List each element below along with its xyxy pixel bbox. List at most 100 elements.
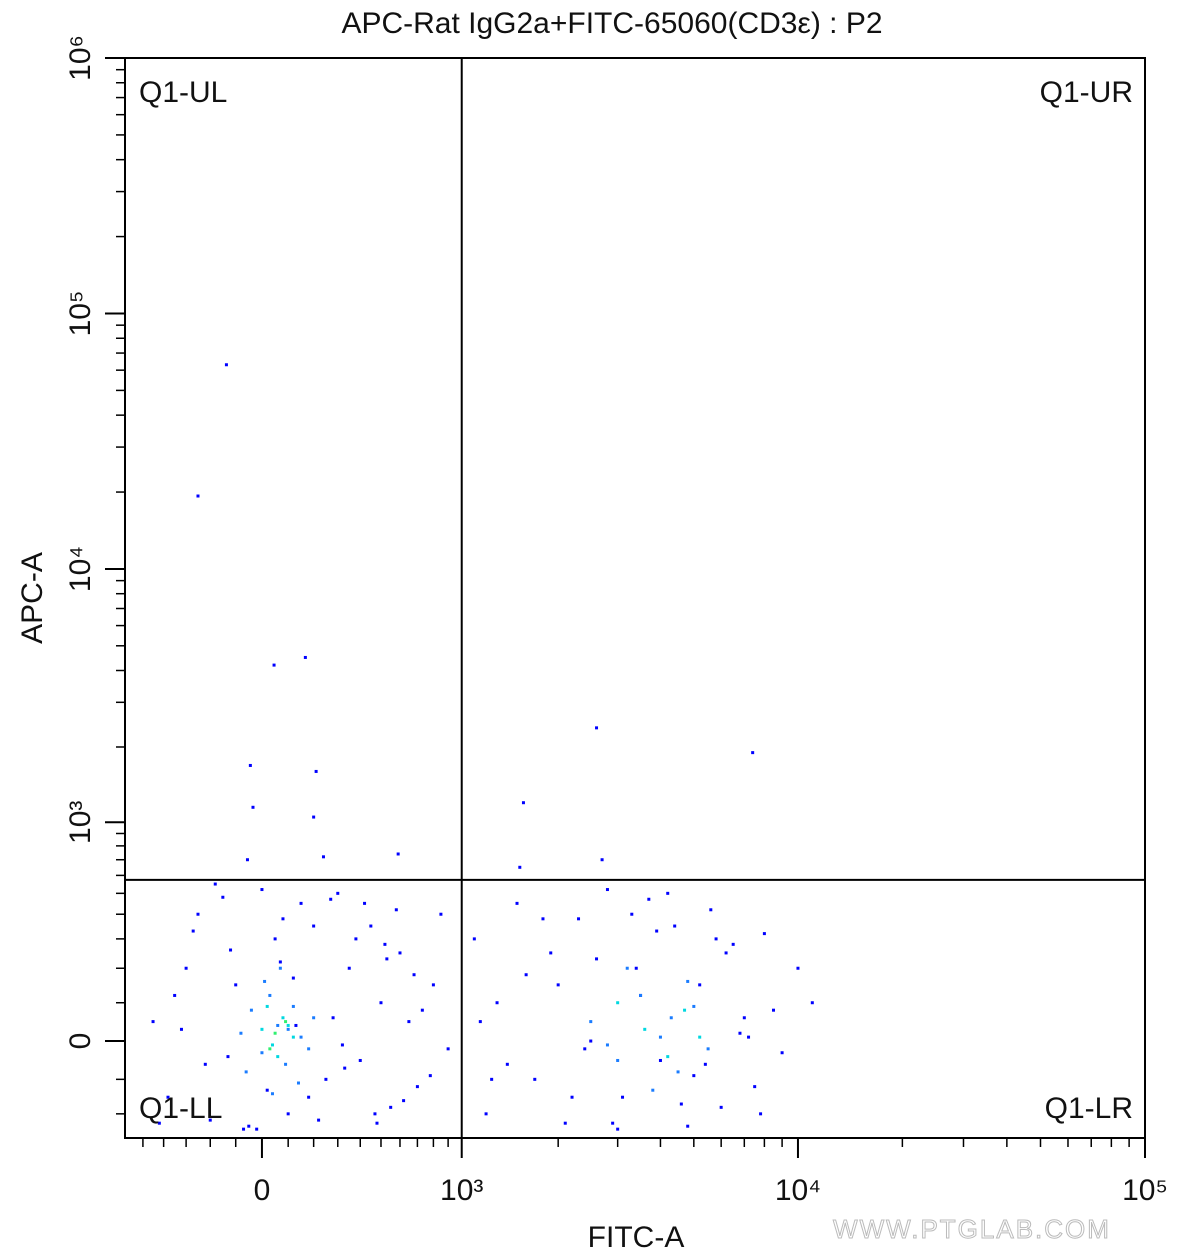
quadrant-label: Q1-UR	[1040, 76, 1133, 109]
event-point	[203, 1062, 207, 1066]
event-point	[407, 1020, 411, 1024]
y-axis-label: APC-A	[16, 552, 49, 644]
event-point	[260, 1051, 264, 1055]
event-point	[714, 937, 718, 941]
event-point	[692, 1004, 696, 1008]
event-point	[533, 1077, 537, 1081]
event-point	[731, 942, 735, 946]
event-point	[224, 363, 228, 367]
event-point	[780, 1051, 784, 1055]
y-tick-label: 10⁶	[64, 35, 97, 81]
event-point	[589, 1020, 593, 1024]
event-point	[281, 1016, 285, 1020]
plot-frame	[124, 57, 1146, 1139]
event-point	[196, 912, 200, 916]
event-point	[570, 1095, 574, 1099]
event-point	[321, 855, 325, 859]
event-point	[229, 948, 233, 952]
event-point	[358, 1058, 362, 1062]
event-point	[709, 908, 713, 912]
event-point	[605, 888, 609, 892]
event-point	[478, 1020, 482, 1024]
event-point	[273, 937, 277, 941]
event-point	[415, 1085, 419, 1089]
event-point	[595, 957, 599, 961]
event-point	[317, 1118, 321, 1122]
event-point	[234, 983, 238, 987]
event-point	[307, 1095, 311, 1099]
event-point	[762, 932, 766, 936]
event-point	[630, 912, 634, 916]
event-point	[583, 1047, 587, 1051]
event-point	[589, 1039, 593, 1043]
event-point	[157, 1121, 161, 1125]
event-point	[420, 1008, 424, 1012]
event-point	[810, 1001, 814, 1005]
event-point	[666, 891, 670, 895]
event-point	[639, 993, 643, 997]
event-point	[265, 1088, 269, 1092]
event-point	[260, 888, 264, 892]
event-point	[698, 983, 702, 987]
event-point	[312, 1016, 316, 1020]
event-point	[191, 929, 195, 933]
event-point	[249, 1008, 253, 1012]
event-point	[605, 1043, 609, 1047]
event-point	[307, 1047, 311, 1051]
event-point	[248, 763, 252, 767]
event-point	[260, 1027, 264, 1031]
event-point	[563, 1121, 567, 1125]
event-point	[296, 1081, 300, 1085]
event-point	[221, 895, 225, 899]
event-point	[268, 993, 272, 997]
event-point	[276, 1055, 280, 1059]
x-axis-label: FITC-A	[588, 1221, 685, 1254]
event-point	[255, 1127, 259, 1131]
quadrant-label: Q1-UL	[139, 76, 227, 109]
event-point	[291, 1004, 295, 1008]
event-point	[412, 973, 416, 977]
event-point	[265, 1004, 269, 1008]
event-point	[303, 655, 307, 659]
event-point	[396, 852, 400, 856]
event-point	[759, 1112, 763, 1116]
event-point	[647, 897, 651, 901]
event-point	[724, 951, 728, 955]
event-point	[398, 951, 402, 955]
event-point	[676, 1070, 680, 1074]
event-point	[242, 1127, 246, 1131]
event-point	[314, 769, 318, 773]
event-point	[692, 1074, 696, 1078]
event-point	[278, 966, 282, 970]
event-point	[324, 1077, 328, 1081]
event-point	[336, 891, 340, 895]
event-point	[284, 1020, 288, 1024]
event-point	[751, 751, 755, 755]
event-point	[213, 882, 217, 886]
event-point	[284, 1062, 288, 1066]
event-point	[625, 966, 629, 970]
chart-title: APC-Rat IgG2a+FITC-65060(CD3ε) : P2	[341, 7, 882, 40]
event-point	[616, 1001, 620, 1005]
event-point	[239, 1031, 243, 1035]
event-point	[331, 1016, 335, 1020]
x-tick-label: 10⁵	[1122, 1174, 1168, 1207]
event-point	[549, 951, 553, 955]
event-point	[247, 1124, 251, 1128]
event-point	[251, 805, 255, 809]
y-tick-label: 10⁵	[64, 291, 97, 337]
event-point	[686, 979, 690, 983]
event-point	[600, 858, 604, 862]
x-tick-label: 0	[254, 1174, 271, 1207]
event-point	[276, 1023, 280, 1027]
event-point	[272, 663, 276, 667]
event-point	[616, 1127, 620, 1131]
event-point	[490, 1077, 494, 1081]
event-point	[658, 1058, 662, 1062]
event-point	[643, 1027, 647, 1031]
watermark: WWW.PTGLAB.COM	[833, 1214, 1111, 1244]
event-point	[363, 901, 367, 905]
event-point	[373, 1112, 377, 1116]
